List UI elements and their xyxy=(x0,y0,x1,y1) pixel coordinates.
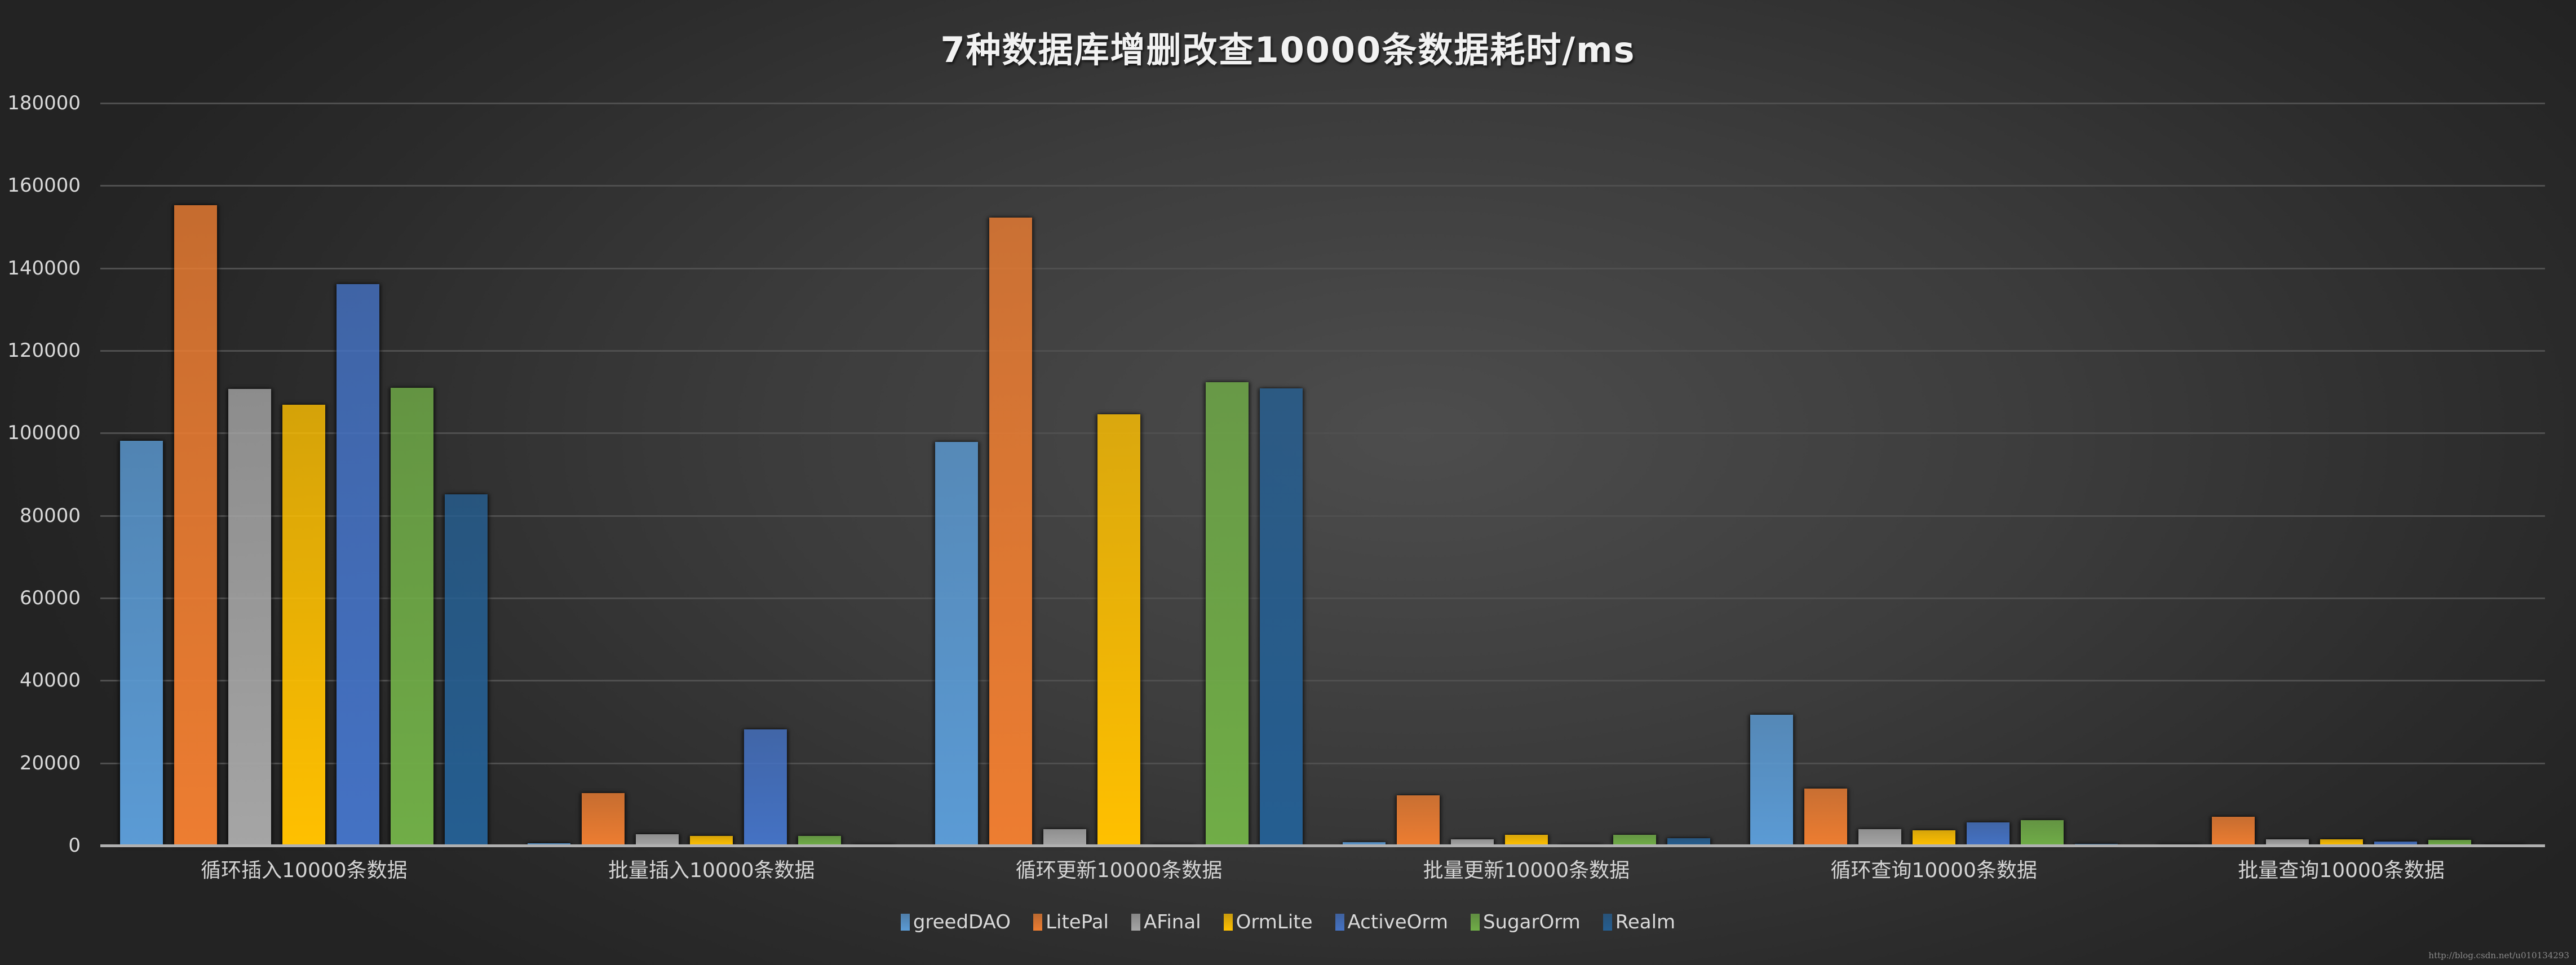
bar-ormlite xyxy=(690,836,733,846)
x-tick-label: 循环更新10000条数据 xyxy=(1015,859,1223,882)
bar-afinal xyxy=(1450,839,1494,846)
gridline xyxy=(100,680,2545,682)
y-tick-label: 80000 xyxy=(19,504,81,527)
bar-greeddao xyxy=(1342,842,1386,846)
bar-realm xyxy=(1667,838,1710,846)
y-tick-label: 20000 xyxy=(19,751,81,774)
legend-swatch-icon xyxy=(1335,914,1344,931)
y-tick-label: 180000 xyxy=(7,92,81,114)
legend-swatch-icon xyxy=(1470,914,1480,931)
watermark: http://blog.csdn.net/u010134293 xyxy=(2428,950,2569,960)
gridline xyxy=(100,350,2545,352)
bar-afinal xyxy=(2265,839,2309,846)
y-tick-label: 140000 xyxy=(7,256,81,280)
bar-realm xyxy=(445,494,488,846)
bar-ormlite xyxy=(1097,414,1141,846)
legend-label: Realm xyxy=(1615,911,1676,933)
bar-afinal xyxy=(1043,829,1087,846)
y-tick-label: 100000 xyxy=(7,422,81,445)
bar-sugarorm xyxy=(2428,840,2471,846)
gridline xyxy=(100,432,2545,435)
bar-litepal xyxy=(582,793,625,846)
gridline xyxy=(100,762,2545,764)
bar-litepal xyxy=(174,205,218,846)
bar-ormlite xyxy=(282,404,326,846)
bar-greeddao xyxy=(528,843,571,846)
bar-ormlite xyxy=(2320,839,2363,846)
bar-activeorm xyxy=(337,284,380,846)
bar-realm xyxy=(1260,388,1303,846)
bar-greeddao xyxy=(1750,715,1793,846)
bar-greeddao xyxy=(120,441,163,846)
bar-activeorm xyxy=(1966,822,2010,846)
bar-sugarorm xyxy=(1613,834,1656,846)
bar-activeorm xyxy=(744,729,787,846)
legend-swatch-icon xyxy=(1603,914,1612,931)
y-tick-label: 120000 xyxy=(7,339,81,362)
legend-item-afinal[interactable]: AFinal xyxy=(1131,911,1201,933)
legend-label: greedDAO xyxy=(913,911,1011,933)
legend-item-realm[interactable]: Realm xyxy=(1603,911,1675,933)
x-tick-label: 批量查询10000条数据 xyxy=(2238,859,2445,882)
bar-ormlite xyxy=(1504,834,1548,846)
x-tick-label: 循环查询10000条数据 xyxy=(1830,859,2037,882)
bar-litepal xyxy=(989,217,1033,846)
gridline xyxy=(100,267,2545,269)
legend-swatch-icon xyxy=(1223,914,1233,931)
legend-item-sugarorm[interactable]: SugarOrm xyxy=(1470,911,1581,933)
legend-label: ActiveOrm xyxy=(1347,911,1448,933)
bar-sugarorm xyxy=(798,836,842,846)
chart-title: 7种数据库增删改查10000条数据耗时/ms xyxy=(940,29,1636,70)
legend-label: OrmLite xyxy=(1236,911,1313,933)
bar-greeddao xyxy=(935,442,979,846)
bar-sugarorm xyxy=(391,387,434,846)
bar-afinal xyxy=(228,389,272,846)
bar-afinal xyxy=(1858,829,1901,846)
gridline xyxy=(100,103,2545,104)
bar-activeorm xyxy=(2374,841,2417,846)
gridline xyxy=(100,515,2545,517)
gridline xyxy=(100,597,2545,599)
bar-litepal xyxy=(1804,789,1847,846)
y-tick-label: 60000 xyxy=(19,587,81,609)
bar-sugarorm xyxy=(2020,820,2064,846)
x-tick-label: 批量插入10000条数据 xyxy=(608,859,815,882)
legend-item-greeddao[interactable]: greedDAO xyxy=(900,911,1011,933)
bar-litepal xyxy=(2211,816,2255,846)
legend: greedDAO LitePal AFinal OrmLite ActiveOrm Sug… xyxy=(0,911,2576,933)
y-tick-label: 40000 xyxy=(19,669,81,692)
legend-swatch-icon xyxy=(1131,914,1140,931)
legend-swatch-icon xyxy=(900,914,910,931)
legend-item-activeorm[interactable]: ActiveOrm xyxy=(1335,911,1448,933)
legend-label: SugarOrm xyxy=(1482,911,1581,933)
bar-afinal xyxy=(636,834,679,846)
legend-swatch-icon xyxy=(1033,914,1043,931)
y-tick-label: 0 xyxy=(68,834,81,857)
x-axis-line xyxy=(100,844,2545,847)
legend-item-ormlite[interactable]: OrmLite xyxy=(1223,911,1313,933)
bar-litepal xyxy=(1396,795,1440,846)
legend-item-litepal[interactable]: LitePal xyxy=(1033,911,1109,933)
bar-ormlite xyxy=(1912,830,1955,846)
bar-sugarorm xyxy=(1206,382,1249,846)
x-tick-label: 循环插入10000条数据 xyxy=(201,859,408,882)
gridline xyxy=(100,185,2545,187)
x-tick-label: 批量更新10000条数据 xyxy=(1423,859,1630,882)
y-tick-label: 160000 xyxy=(7,174,81,197)
legend-label: AFinal xyxy=(1143,911,1201,933)
legend-label: LitePal xyxy=(1046,911,1109,933)
